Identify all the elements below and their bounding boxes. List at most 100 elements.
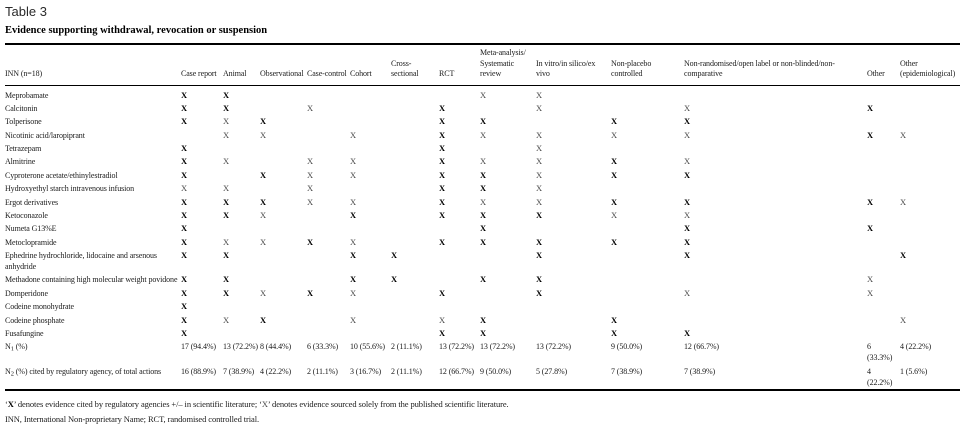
empty-cell [223,222,260,235]
empty-cell [350,300,391,313]
evidence-mark-literature: X [223,129,230,140]
evidence-mark-literature: X [350,196,357,207]
empty-cell [181,128,223,141]
evidence-cell: X [611,115,684,128]
evidence-cell: X [900,249,960,273]
evidence-mark-regulatory: X [439,287,446,298]
summary-value: 13 (72.2%) [439,342,474,352]
empty-cell [536,327,611,340]
table-row: Hydroxyethyl starch intravenous infusion… [5,182,960,195]
footnote-legend-end: ’ denotes evidence sourced solely from t… [267,398,509,409]
evidence-mark-regulatory: X [439,102,446,113]
evidence-mark-regulatory: X [536,209,543,220]
evidence-mark-regulatory: X [480,223,487,234]
evidence-cell: X [181,313,223,326]
evidence-mark-regulatory: X [391,250,398,260]
column-header-line: vivo [536,69,550,78]
empty-cell [350,85,391,102]
empty-cell [867,155,900,168]
column-header-case-report: Case report [181,44,223,86]
summary-value: 13 (72.2%) [480,342,515,352]
evidence-cell: X [480,85,536,102]
empty-cell [867,235,900,248]
evidence-mark-regulatory: X [480,314,487,325]
empty-cell [223,169,260,182]
evidence-cell: X [391,273,439,286]
empty-cell [900,182,960,195]
column-header-non-placebo: Non-placebo controlled [611,44,684,86]
row-label: Numeta G13%E [5,224,57,234]
evidence-mark-literature: X [350,314,357,325]
table-row: Ephedrine hydrochloride, lidocaine and a… [5,249,960,273]
evidence-cell: X [611,195,684,208]
evidence-cell: X [439,102,480,115]
evidence-mark-literature: X [223,116,230,127]
table-row: Numeta G13%E X X X X [5,222,960,235]
empty-cell [223,327,260,340]
column-header-line: Case report [181,69,217,78]
evidence-cell: X [350,235,391,248]
evidence-cell: X [684,115,867,128]
evidence-mark-regulatory: X [684,169,691,180]
row-label: Calcitonin [5,103,38,113]
evidence-cell: X [181,222,223,235]
summary-label-base: N [5,342,11,352]
empty-cell [439,300,480,313]
column-header-cohort: Cohort [350,44,391,86]
evidence-cell: X [181,169,223,182]
empty-cell [391,169,439,182]
evidence-mark-literature: X [223,236,230,247]
evidence-mark-regulatory: X [181,169,188,180]
evidence-mark-regulatory: X [181,89,188,100]
empty-cell [391,182,439,195]
evidence-mark-regulatory: X [223,89,230,100]
evidence-mark-regulatory: X [867,196,874,207]
empty-cell [684,85,867,102]
evidence-cell: X [181,273,223,286]
summary-value: 8 (44.4%) [260,342,292,352]
summary-value: 4 (22.2%) [867,366,893,387]
row-label: Fusafungine [5,328,44,338]
evidence-cell: X [536,102,611,115]
empty-cell [260,142,307,155]
empty-cell [260,300,307,313]
evidence-mark-regulatory: X [439,156,446,167]
table-row: Ergot derivatives X X X X X X X X X X X X [5,195,960,208]
evidence-cell: X [350,195,391,208]
evidence-mark-regulatory: X [181,327,188,338]
column-header-line: INN (n=18) [5,69,43,78]
empty-cell [260,182,307,195]
evidence-mark-regulatory: X [536,250,543,260]
evidence-cell: X [223,128,260,141]
evidence-mark-literature: X [260,129,267,140]
evidence-mark-regulatory: X [307,287,314,298]
column-header-line: RCT [439,69,455,78]
summary-value: 12 (66.7%) [439,366,474,376]
evidence-mark-literature: X [480,196,487,207]
evidence-cell: X [223,287,260,300]
evidence-cell: X [480,209,536,222]
column-header-line: controlled [611,69,643,78]
evidence-cell: X [536,195,611,208]
empty-cell [307,300,350,313]
evidence-cell: X [307,195,350,208]
empty-cell [684,142,867,155]
evidence-mark-literature: X [307,183,314,194]
summary-value: 2 (11.1%) [391,366,422,376]
evidence-mark-regulatory: X [439,209,446,220]
empty-cell [611,300,684,313]
evidence-cell: X [350,313,391,326]
empty-cell [867,115,900,128]
evidence-cell: X [439,128,480,141]
evidence-mark-regulatory: X [391,274,398,285]
empty-cell [307,327,350,340]
evidence-cell: X [867,287,900,300]
summary-label-subscript: 2 [10,370,14,378]
row-label: Tolperisone [5,117,42,127]
table-label: Table 3 [5,4,47,19]
empty-cell [307,249,350,273]
evidence-mark-regulatory: X [350,209,357,220]
column-header-non-randomised: Non-randomised/open label or non-blinded… [684,44,867,86]
evidence-cell: X [611,327,684,340]
evidence-mark-regulatory: X [181,102,188,113]
